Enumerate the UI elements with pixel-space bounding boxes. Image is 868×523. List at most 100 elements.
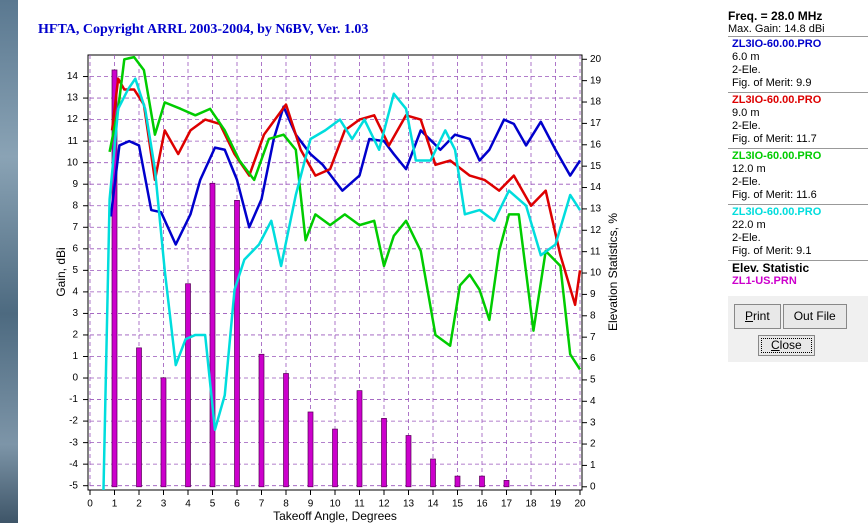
y2-tick-label: 0	[590, 481, 596, 492]
y-tick-label: 6	[72, 243, 78, 254]
antenna-elements: 2-Ele.	[732, 176, 868, 189]
x-tick-label: 4	[185, 499, 191, 510]
y2-tick-label: 2	[590, 439, 596, 450]
y-tick-label: 8	[72, 200, 78, 211]
chart: HFTA, Copyright ARRL 2003-2004, by N6BV,…	[0, 0, 650, 523]
figure-of-merit: Fig. of Merit: 9.1	[732, 245, 868, 258]
y2-tick-label: 1	[590, 460, 596, 471]
x-tick-label: 3	[161, 499, 167, 510]
y-tick-label: 13	[67, 93, 79, 104]
y-tick-label: 4	[72, 287, 78, 298]
x-tick-label: 14	[427, 499, 439, 510]
print-button[interactable]: Print	[734, 304, 781, 329]
y-tick-label: 2	[72, 330, 78, 341]
out-file-button[interactable]: Out File	[783, 304, 847, 329]
y2-tick-label: 6	[590, 353, 596, 364]
y-tick-label: 7	[72, 222, 78, 233]
bar	[161, 378, 166, 487]
x-tick-label: 16	[476, 499, 488, 510]
figure-of-merit: Fig. of Merit: 9.9	[732, 77, 868, 90]
bar	[357, 391, 362, 487]
y2-tick-label: 4	[590, 396, 596, 407]
legend-entry: ZL1-US.PRN	[732, 275, 868, 288]
bar	[431, 459, 436, 487]
bar	[406, 435, 411, 486]
x-tick-label: 1	[112, 499, 118, 510]
y2-tick-label: 18	[590, 97, 602, 108]
x-tick-label: 19	[550, 499, 562, 510]
figure-of-merit: Fig. of Merit: 11.7	[732, 133, 868, 146]
x-tick-label: 13	[403, 499, 415, 510]
legend-entry: ZL3IO-60.00.PRO	[732, 38, 868, 51]
y2-tick-label: 3	[590, 417, 596, 428]
y-tick-label: 12	[67, 114, 79, 125]
y2-tick-label: 11	[590, 246, 601, 257]
antenna-height: 9.0 m	[732, 107, 868, 120]
y2-tick-label: 10	[590, 268, 602, 279]
y-tick-label: 1	[72, 351, 78, 362]
side-panel: Freq. = 28.0 MHz Max. Gain: 14.8 dBi ZL3…	[728, 10, 868, 362]
y2-tick-label: 16	[590, 139, 602, 150]
legend-entry: ZL3IO-60.00.PRO	[732, 206, 868, 219]
y-tick-label: 10	[67, 157, 79, 168]
y-tick-label: -5	[69, 480, 78, 491]
bar	[137, 348, 142, 487]
x-tick-label: 20	[574, 499, 586, 510]
series-line	[110, 57, 580, 369]
legend-entry: ZL3IO-60.00.PRO	[732, 150, 868, 163]
antenna-height: 12.0 m	[732, 163, 868, 176]
antenna-elements: 2-Ele.	[732, 232, 868, 245]
bar	[333, 429, 338, 487]
app-window: HFTA, Copyright ARRL 2003-2004, by N6BV,…	[0, 0, 868, 523]
x-tick-label: 18	[525, 499, 537, 510]
y2-tick-label: 8	[590, 310, 596, 321]
y2-tick-label: 14	[590, 182, 602, 193]
bar	[480, 476, 485, 487]
y-tick-label: 5	[72, 265, 78, 276]
bar	[186, 284, 191, 487]
stat-title: Elev. Statistic	[732, 262, 868, 275]
antenna-elements: 2-Ele.	[732, 64, 868, 77]
bar	[382, 418, 387, 486]
bar	[235, 200, 240, 486]
x-tick-label: 7	[259, 499, 265, 510]
y-tick-label: 14	[67, 71, 79, 82]
legend-box: ZL3IO-60.00.PRO9.0 m2-Ele.Fig. of Merit:…	[728, 92, 868, 148]
figure-of-merit: Fig. of Merit: 11.6	[732, 189, 868, 202]
bar	[259, 354, 264, 487]
legend-entry: ZL3IO-60.00.PRO	[732, 94, 868, 107]
y2-tick-label: 9	[590, 289, 596, 300]
y-tick-label: -4	[69, 459, 78, 470]
y2-tick-label: 19	[590, 75, 602, 86]
antenna-elements: 2-Ele.	[732, 120, 868, 133]
bar	[308, 412, 313, 487]
y-tick-label: -2	[69, 416, 78, 427]
x-tick-label: 8	[283, 499, 289, 510]
chart-title: HFTA, Copyright ARRL 2003-2004, by N6BV,…	[38, 22, 368, 37]
x-tick-label: 17	[501, 499, 513, 510]
x-tick-label: 15	[452, 499, 464, 510]
y2-tick-label: 20	[590, 54, 602, 65]
bar	[504, 480, 509, 486]
x-tick-label: 10	[329, 499, 341, 510]
x-tick-label: 6	[234, 499, 240, 510]
bar	[284, 374, 289, 487]
x-tick-label: 12	[378, 499, 390, 510]
antenna-height: 6.0 m	[732, 51, 868, 64]
close-button[interactable]: Close	[758, 335, 815, 356]
y-tick-label: 11	[68, 136, 79, 147]
y-axis-label: Gain, dBi	[54, 247, 68, 296]
y-tick-label: 0	[72, 373, 78, 384]
stat-entry: Elev. Statistic ZL1-US.PRN	[728, 260, 868, 290]
y2-tick-label: 12	[590, 225, 602, 236]
y2-axis-label: Elevation Statistics, %	[606, 213, 620, 331]
antenna-height: 22.0 m	[732, 219, 868, 232]
bar	[210, 183, 215, 487]
x-axis-label: Takeoff Angle, Degrees	[273, 509, 397, 523]
x-tick-label: 5	[210, 499, 216, 510]
y2-tick-label: 13	[590, 204, 602, 215]
max-gain: Max. Gain: 14.8 dBi	[728, 23, 868, 36]
